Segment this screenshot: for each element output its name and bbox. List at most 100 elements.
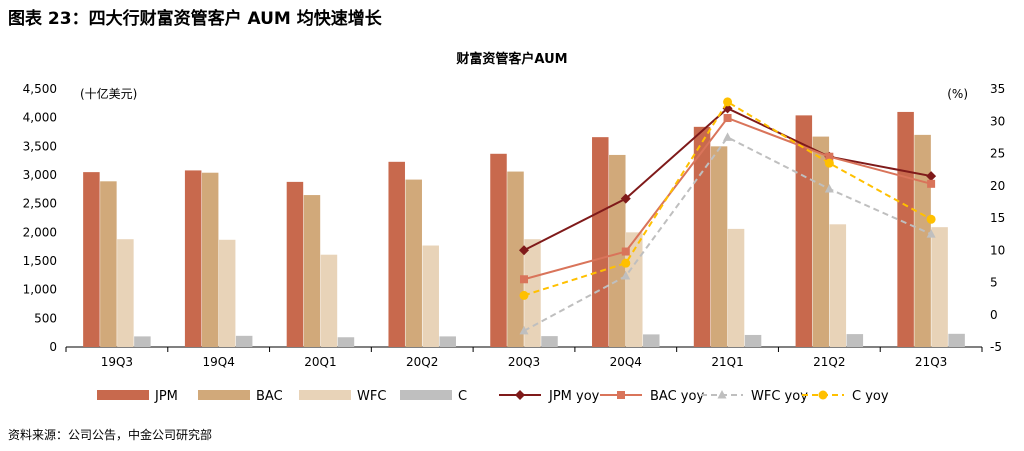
bar-c [643, 334, 660, 347]
point-bac-yoy [927, 179, 936, 188]
right-tick-label: 5 [990, 276, 998, 290]
legend-label-jpm: JPM [154, 389, 178, 404]
source-note: 资料来源：公司公告，中金公司研究部 [8, 428, 213, 442]
bar-jpm [795, 115, 813, 347]
bar-wfc [727, 228, 745, 347]
bar-bac [812, 136, 830, 347]
bar-c [744, 334, 762, 347]
point-bac-yoy [520, 275, 528, 284]
bar-bac [914, 134, 931, 347]
point-wfc-yoy [926, 229, 936, 238]
point-c-yoy [519, 290, 529, 300]
legend-swatch-wfc [299, 390, 351, 400]
left-tick-label: 4,500 [23, 82, 57, 96]
left-tick-label: 3,000 [23, 168, 57, 182]
axes-layer [65, 346, 983, 352]
legend-marker-c-yoy [818, 390, 828, 400]
point-wfc-yoy [723, 132, 733, 141]
bars-layer [83, 111, 965, 347]
bar-wfc [931, 227, 948, 347]
bar-bac [100, 181, 117, 347]
x-tick-label: 20Q1 [304, 355, 336, 369]
bar-jpm [184, 170, 202, 347]
x-tick-label: 19Q3 [101, 355, 133, 369]
x-tick-label: 21Q1 [711, 355, 743, 369]
bar-bac [507, 171, 524, 347]
right-tick-label: 10 [990, 243, 1005, 257]
left-tick-label: 1,500 [23, 254, 57, 268]
legend-label-c-yoy: C yoy [852, 389, 889, 404]
bar-bac [609, 154, 626, 347]
legend-label-wfc: WFC [357, 389, 386, 404]
bar-wfc [422, 245, 439, 347]
bar-c [541, 336, 558, 347]
point-c-yoy [824, 158, 834, 168]
x-tick-label: 20Q4 [610, 355, 642, 369]
legend-label-bac: BAC [256, 389, 283, 404]
bar-bac [710, 146, 728, 347]
bar-c [439, 336, 456, 347]
legend-swatch-bac [198, 390, 250, 400]
legend-swatch-jpm [97, 390, 149, 400]
bar-jpm [897, 111, 914, 347]
legend-label-c: C [458, 389, 467, 404]
legend-marker-jpm-yoy [515, 390, 525, 400]
line-bac-yoy [523, 116, 932, 281]
bar-c [134, 336, 151, 347]
point-bac-yoy [723, 114, 732, 123]
x-tick-label: 21Q3 [915, 355, 947, 369]
line-jpm-yoy [523, 107, 932, 252]
line-c-yoy [523, 100, 932, 297]
right-tick-label: 0 [990, 308, 998, 322]
left-tick-label: 500 [34, 311, 57, 325]
left-axis-unit-label: (十亿美元) [80, 86, 137, 101]
chart-title: 财富资管客户AUM [456, 51, 567, 67]
left-tick-label: 2,500 [23, 197, 57, 211]
bar-jpm [286, 181, 304, 347]
point-c-yoy [621, 258, 631, 268]
bar-wfc [829, 224, 847, 347]
x-tick-label: 19Q4 [202, 355, 234, 369]
bar-bac [405, 179, 422, 347]
labels-layer: 财富资管客户AUM (十亿美元) (%) 0 500 1,000 1,500 2,000 2,5… [23, 51, 1006, 369]
line-wfc-yoy [523, 136, 932, 332]
bar-wfc [626, 232, 643, 347]
x-tick-label: 20Q3 [508, 355, 540, 369]
bar-c [235, 335, 253, 347]
legend-label-wfc-yoy: WFC yoy [751, 389, 808, 404]
left-tick-label: 3,500 [23, 139, 57, 153]
right-tick-label: 20 [990, 179, 1005, 193]
left-tick-label: 0 [49, 340, 57, 354]
bar-wfc [117, 239, 134, 347]
point-wfc-yoy [519, 325, 529, 335]
bar-c [337, 337, 355, 347]
bar-c [948, 333, 965, 347]
bar-bac [303, 195, 321, 347]
point-bac-yoy [825, 152, 834, 161]
point-jpm-yoy [519, 245, 529, 256]
bar-jpm [490, 153, 507, 347]
legend-label-bac-yoy: BAC yoy [650, 389, 704, 404]
bar-jpm [388, 161, 405, 347]
legend-label-jpm-yoy: JPM yoy [548, 389, 600, 404]
x-tick-label: 20Q2 [406, 355, 438, 369]
bar-jpm [83, 172, 100, 347]
bar-jpm [592, 137, 609, 347]
bar-wfc [524, 239, 541, 347]
bar-c [846, 334, 864, 347]
right-tick-label: 15 [990, 211, 1005, 225]
left-tick-label: 1,000 [23, 283, 57, 297]
point-c-yoy [926, 214, 936, 224]
point-c-yoy [723, 97, 733, 107]
right-tick-label: 30 [990, 114, 1005, 128]
bar-wfc [218, 239, 236, 347]
chart-legend: JPM BAC WFC C JPM yoy BAC yoy WFC yoy C yoy [97, 389, 889, 404]
legend-marker-bac-yoy [617, 391, 625, 399]
bar-jpm [693, 126, 711, 347]
point-jpm-yoy [620, 193, 631, 204]
point-wfc-yoy [621, 271, 631, 280]
legend-marker-wfc-yoy [717, 390, 727, 399]
right-tick-label: 35 [990, 82, 1005, 96]
point-bac-yoy [621, 247, 630, 256]
x-tick-label: 21Q2 [813, 355, 845, 369]
